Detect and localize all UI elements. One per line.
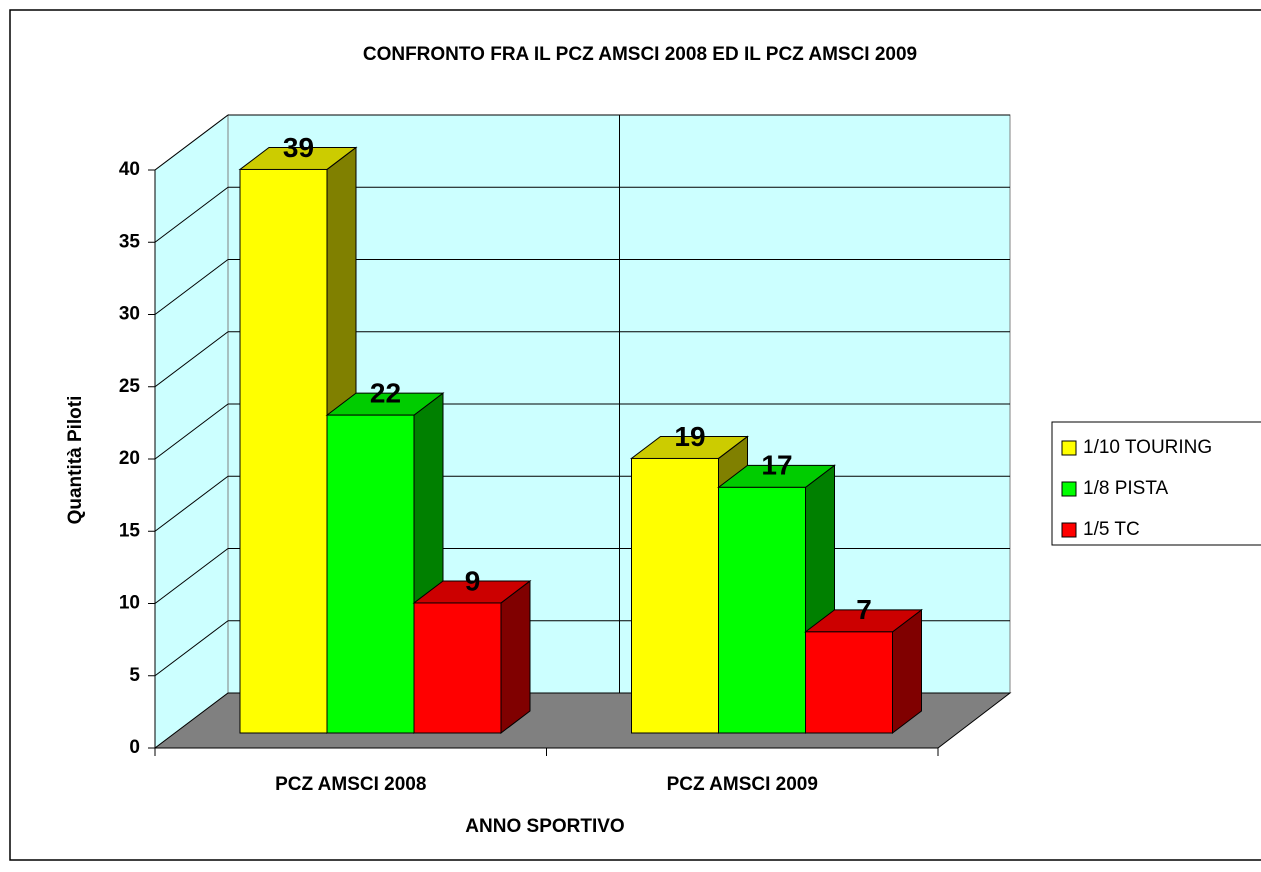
grid-line: [154, 186, 229, 243]
bar-side: [500, 579, 531, 735]
grid-line: [154, 259, 229, 315]
data-label: 19: [674, 421, 705, 452]
grid-line: [154, 475, 229, 532]
bar: [718, 486, 806, 734]
grid-line: [154, 331, 229, 388]
x-tick-label: PCZ AMSCI 2009: [667, 774, 818, 795]
bar: [805, 631, 893, 734]
bar: [326, 414, 415, 734]
y-tick-label: 30: [119, 304, 140, 325]
data-label: 22: [370, 377, 401, 408]
legend-label: 1/8 PISTA: [1083, 478, 1169, 499]
y-tick-label: 0: [129, 737, 140, 758]
y-tick-label: 25: [119, 376, 141, 397]
legend-swatch: [1061, 481, 1077, 497]
y-tick-label: 35: [119, 231, 141, 252]
y-tick-label: 5: [129, 665, 140, 686]
x-axis-title: ANNO SPORTIVO: [465, 816, 624, 837]
data-label: 17: [761, 450, 792, 481]
bar: [239, 168, 328, 734]
legend-label: 1/10 TOURING: [1083, 437, 1212, 458]
y-axis-title: Quantità Piloti: [65, 396, 86, 525]
legend-label: 1/5 TC: [1083, 519, 1140, 540]
grid-line: [154, 114, 229, 171]
data-label: 9: [465, 565, 481, 596]
grid-line: [154, 403, 229, 460]
grid-line: [154, 620, 229, 677]
legend-swatch: [1061, 522, 1077, 538]
y-tick-label: 20: [119, 448, 140, 469]
bar: [631, 457, 719, 734]
chart-title: CONFRONTO FRA IL PCZ AMSCI 2008 ED IL PC…: [363, 44, 917, 65]
y-tick-label: 15: [119, 520, 141, 541]
x-tick-label: PCZ AMSCI 2008: [275, 774, 426, 795]
data-label: 39: [283, 132, 314, 163]
y-tick-label: 10: [119, 593, 140, 614]
bar: [413, 602, 502, 734]
legend-box: [1051, 421, 1261, 546]
y-tick-label: 40: [119, 159, 140, 180]
data-label: 7: [856, 594, 872, 625]
grid-line: [154, 548, 229, 604]
legend-swatch: [1061, 440, 1077, 456]
